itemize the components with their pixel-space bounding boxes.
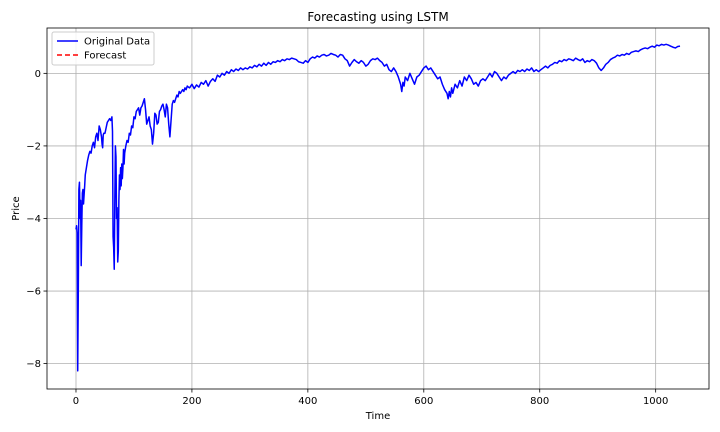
y-tick-label: −8 — [26, 359, 41, 370]
x-tick-label: 800 — [530, 396, 549, 407]
x-tick-label: 400 — [298, 396, 317, 407]
y-axis-ticks: −8 −6 −4 −2 0 — [26, 69, 47, 370]
x-tick-label: 1000 — [643, 396, 668, 407]
x-tick-label: 600 — [414, 396, 433, 407]
y-tick-label: −4 — [26, 214, 41, 225]
y-tick-label: 0 — [35, 69, 41, 80]
legend: Original Data Forecast — [51, 31, 155, 66]
x-axis-ticks: 0 200 400 600 800 1000 — [73, 389, 668, 407]
x-tick-label: 200 — [182, 396, 201, 407]
plot-lines — [75, 43, 681, 372]
legend-label-original-data: Original Data — [84, 37, 150, 48]
y-tick-label: −6 — [26, 287, 41, 298]
axes-frame — [46, 27, 710, 390]
x-tick-label: 0 — [73, 396, 79, 407]
y-axis-title: Price — [11, 196, 22, 220]
legend-label-forecast: Forecast — [84, 51, 126, 62]
x-axis-title: Time — [365, 411, 390, 422]
chart-title: Forecasting using LSTM — [307, 10, 448, 24]
y-tick-label: −2 — [26, 141, 41, 152]
series-line-original-data — [75, 43, 681, 372]
grid — [47, 28, 709, 389]
